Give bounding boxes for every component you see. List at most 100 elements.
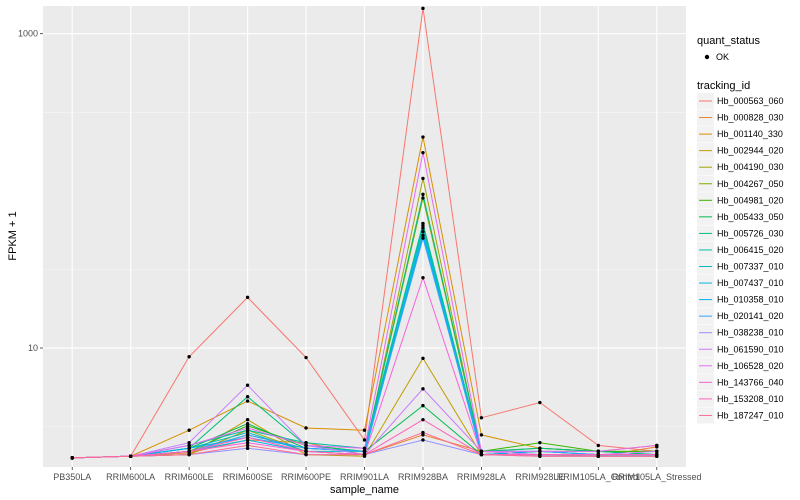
data-point-Hb_187247_010 [596, 454, 601, 458]
legend-label-Hb_038238_010: Hb_038238_010 [717, 328, 784, 338]
data-point-Hb_153208_010 [245, 435, 250, 440]
legend-label-Hb_002944_020: Hb_002944_020 [717, 146, 784, 156]
x-tick-label: RRIM928LE [515, 472, 564, 482]
data-point-Hb_187247_010 [538, 454, 542, 458]
legend-label-Hb_020141_020: Hb_020141_020 [717, 311, 784, 321]
data-point-Hb_000563_060 [304, 355, 308, 360]
data-point-Hb_001140_330 [421, 135, 425, 139]
data-point-Hb_020141_020 [304, 446, 308, 451]
data-point-Hb_153208_010 [304, 449, 308, 454]
data-point-Hb_187247_010 [187, 452, 191, 457]
data-point-Hb_007337_010 [245, 430, 250, 435]
x-axis-title: sample_name [330, 484, 399, 496]
data-point-Hb_143766_040 [421, 276, 425, 280]
y-tick-label: 1000 [18, 29, 38, 39]
data-point-Hb_187247_010 [479, 452, 484, 457]
data-point-Hb_106528_020 [245, 426, 250, 430]
data-point-Hb_020141_020 [362, 449, 367, 454]
data-point-Hb_187247_010 [128, 454, 133, 458]
data-point-Hb_005433_050 [245, 422, 250, 426]
data-point-Hb_000563_060 [362, 438, 367, 442]
x-tick-label: RRIM600SE [223, 472, 273, 482]
data-point-Hb_001140_330 [245, 399, 250, 403]
data-point-Hb_006415_020 [421, 221, 425, 226]
legend-quant-title: quant_status [697, 35, 760, 47]
legend-label-Hb_006415_020: Hb_006415_020 [717, 245, 784, 255]
data-point-Hb_020141_020 [245, 433, 250, 437]
data-point-Hb_005726_030 [538, 446, 542, 451]
x-tick-label: PB350LA [53, 472, 91, 482]
data-point-Hb_000563_060 [421, 6, 425, 11]
data-point-Hb_000563_060 [596, 443, 601, 448]
grid [43, 6, 686, 467]
y-tick-label: 10 [28, 343, 38, 353]
data-point-Hb_187247_010 [655, 454, 659, 458]
legend-tracking-title: tracking_id [697, 80, 750, 92]
legend-label-Hb_007337_010: Hb_007337_010 [717, 262, 784, 272]
data-point-Hb_106528_020 [421, 150, 425, 155]
x-tick-label: RRIM600PE [281, 472, 331, 482]
legend-label-Hb_004190_030: Hb_004190_030 [717, 162, 784, 172]
legend-quant-label: OK [716, 52, 729, 62]
legend-label-Hb_106528_020: Hb_106528_020 [717, 361, 784, 371]
legend-label-Hb_001140_330: Hb_001140_330 [717, 129, 783, 139]
legend-label-Hb_004981_020: Hb_004981_020 [717, 195, 784, 205]
data-point-Hb_038238_010 [245, 446, 250, 451]
data-point-Hb_001140_330 [304, 426, 308, 430]
data-point-Hb_106528_020 [538, 449, 542, 454]
legend-tracking-id: tracking_id Hb_000563_060 Hb_000828_030 Hb… [697, 80, 784, 424]
data-point-Hb_153208_010 [187, 449, 191, 454]
data-point-Hb_007437_010 [421, 229, 425, 234]
data-point-Hb_000563_060 [187, 355, 191, 359]
data-point-Hb_106528_020 [304, 443, 308, 448]
data-point-Hb_061590_010 [245, 383, 250, 387]
legend-label-Hb_005726_030: Hb_005726_030 [717, 228, 784, 238]
data-point-Hb_005433_050 [421, 403, 425, 408]
data-point-Hb_007437_010 [245, 438, 250, 442]
data-point-Hb_000828_030 [421, 433, 425, 437]
data-point-Hb_106528_020 [362, 446, 367, 451]
x-tick-label: RRIM600LA [106, 472, 155, 482]
legend-quant-status: quant_status OK [697, 35, 760, 62]
legend-label-Hb_005433_050: Hb_005433_050 [717, 212, 784, 222]
data-point-Hb_002944_020 [421, 356, 425, 361]
x-tick-label: RRIM901LA [340, 472, 389, 482]
data-point-Hb_007337_010 [421, 226, 425, 230]
data-point-Hb_187247_010 [421, 430, 425, 435]
data-point-Hb_004267_050 [421, 196, 425, 200]
data-point-Hb_004981_020 [538, 440, 542, 445]
data-point-Hb_001140_330 [187, 428, 191, 432]
legend-label-Hb_007437_010: Hb_007437_010 [717, 278, 784, 288]
data-point-Hb_000563_060 [479, 416, 484, 420]
x-tick-label: RRIM928LA [457, 472, 506, 482]
x-tick-label: RRIM105LA_Stressed [612, 472, 702, 482]
data-point-Hb_010358_010 [187, 446, 191, 451]
data-point-Hb_010358_010 [421, 233, 425, 238]
data-point-Hb_004190_030 [421, 176, 425, 181]
series-points [70, 6, 659, 460]
data-point-Hb_005726_030 [245, 395, 250, 399]
data-point-Hb_106528_020 [479, 449, 484, 454]
legend-label-Hb_000828_030: Hb_000828_030 [717, 113, 784, 123]
data-point-Hb_005726_030 [421, 192, 425, 197]
legend-label-Hb_010358_010: Hb_010358_010 [717, 295, 784, 305]
data-point-Hb_187247_010 [245, 443, 250, 448]
x-tick-label: RRIM105LA_Control [557, 472, 640, 482]
legend-label-Hb_061590_010: Hb_061590_010 [717, 344, 784, 354]
legend-quant-key [704, 54, 710, 60]
x-tick-label: RRIM600LE [165, 472, 214, 482]
data-point-Hb_187247_010 [304, 452, 308, 457]
legend-label-Hb_004267_050: Hb_004267_050 [717, 179, 784, 189]
data-point-Hb_001140_330 [479, 433, 484, 437]
legend-label-Hb_143766_040: Hb_143766_040 [717, 377, 784, 387]
data-point-Hb_061590_010 [421, 387, 425, 391]
x-axis: PB350LA RRIM600LA RRIM600LE RRIM600SE RRIM60… [53, 467, 702, 482]
legend-label-Hb_000563_060: Hb_000563_060 [717, 96, 784, 106]
data-point-Hb_001140_330 [362, 428, 367, 432]
data-point-Hb_106528_020 [596, 449, 601, 454]
y-axis: 10 1000 [18, 29, 43, 353]
data-point-Hb_020141_020 [421, 236, 425, 240]
data-point-Hb_187247_010 [70, 456, 74, 460]
data-point-Hb_106528_020 [187, 443, 191, 448]
x-tick-label: RRIM928BA [398, 472, 448, 482]
